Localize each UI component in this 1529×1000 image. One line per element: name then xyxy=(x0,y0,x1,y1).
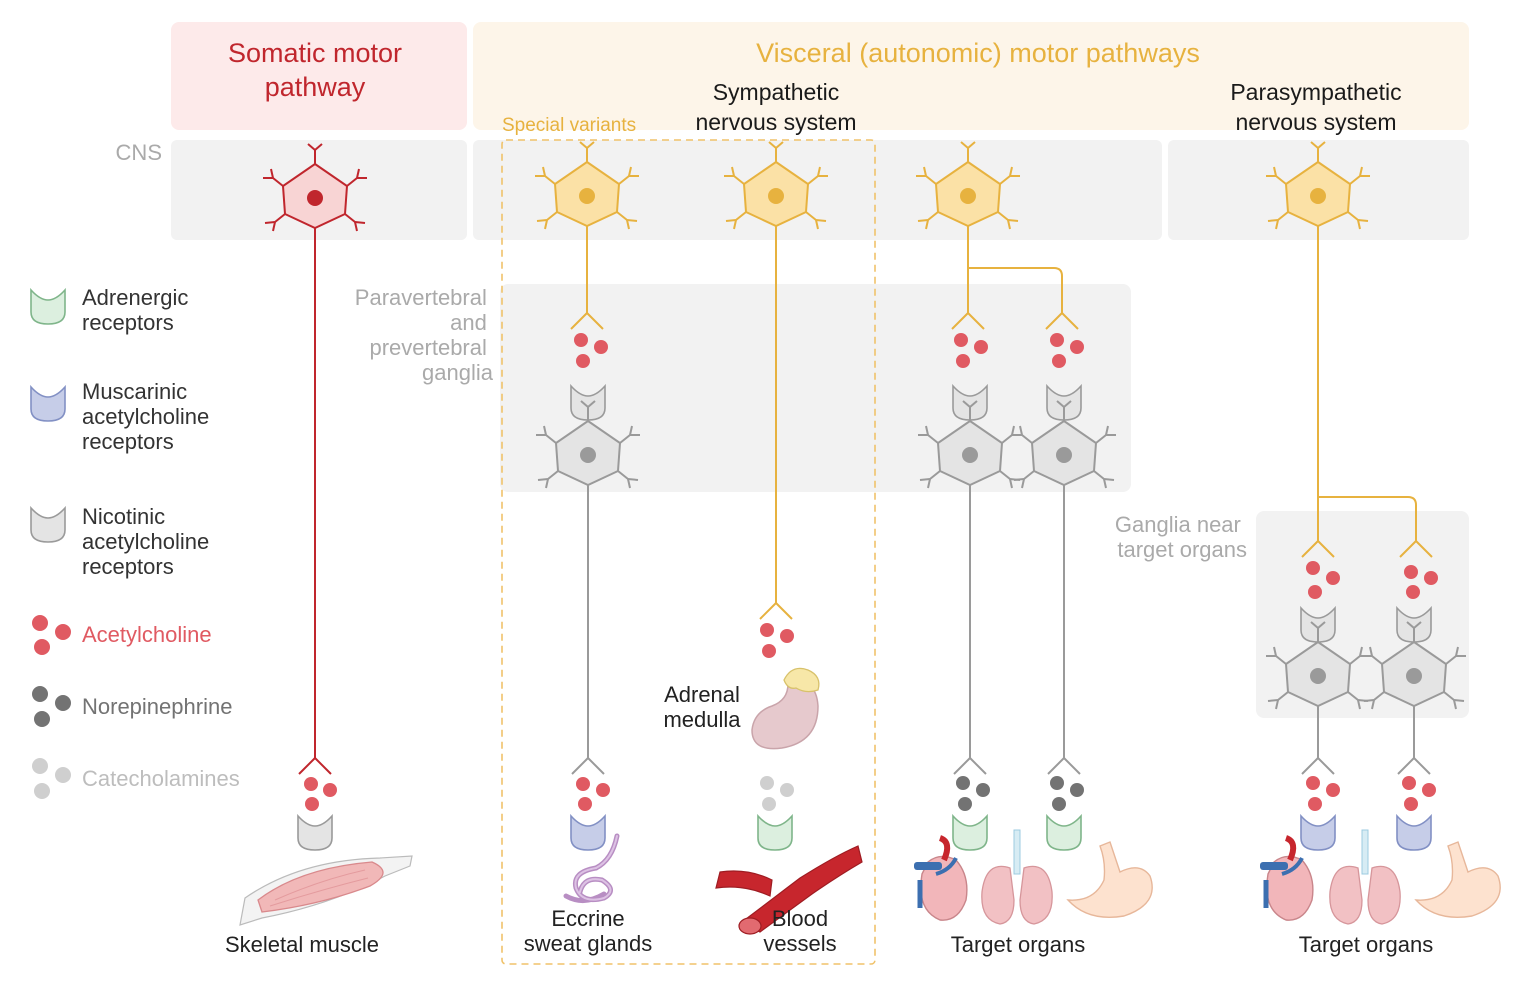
paravertebral-label-2: and xyxy=(450,310,487,335)
sympathetic-title-line1: Sympathetic xyxy=(713,79,840,105)
preganglionic-neuron-eccrine xyxy=(534,141,640,230)
adrenal-label-1: Adrenal xyxy=(664,682,740,707)
stomach-icon-parasympathetic xyxy=(1414,841,1501,918)
skeletal-muscle-label: Skeletal muscle xyxy=(225,932,379,957)
svg-text:Ganglia near target organs: Ganglia near target organs xyxy=(1115,512,1247,562)
paravertebral-label-3: prevertebral xyxy=(369,335,486,360)
preganglionic-neuron-sympathetic xyxy=(915,141,1021,230)
eccrine-label-2: sweat glands xyxy=(524,931,652,956)
legend-catecholamines: Catecholamines xyxy=(82,766,240,791)
nicotinic-receptor-icon xyxy=(30,507,66,543)
legend-nicotinic-1: Nicotinic xyxy=(82,504,165,529)
ganglion-neuron-parasympathetic-2 xyxy=(1361,621,1467,710)
somatic-nicotinic-receptor xyxy=(297,815,333,851)
adrenal-pathway: Adrenal medulla Blood vessels xyxy=(663,141,863,956)
svg-text:Paravertebral and prev: Paravertebral and prevertebral ganglia xyxy=(355,285,494,385)
ganglion-neuron-sympathetic-2 xyxy=(1011,400,1117,489)
lungs-icon-sympathetic xyxy=(981,829,1053,925)
somatic-title-line2: pathway xyxy=(265,72,366,102)
somatic-motor-neuron xyxy=(262,143,368,232)
stomach-icon-sympathetic xyxy=(1066,841,1153,918)
muscarinic-receptor-icon xyxy=(30,386,66,422)
blood-vessels-label-1: Blood xyxy=(772,906,828,931)
ganglion-neuron-eccrine xyxy=(535,400,641,489)
adrenergic-receptor-icon xyxy=(30,289,66,325)
visceral-title: Visceral (autonomic) motor pathways xyxy=(756,38,1200,68)
legend-muscarinic-2: acetylcholine xyxy=(82,404,209,429)
ganglion-neuron-sympathetic-1 xyxy=(917,400,1023,489)
heart-icon-sympathetic xyxy=(914,835,968,921)
somatic-title-line1: Somatic motor xyxy=(228,38,402,68)
preganglionic-neuron-parasympathetic xyxy=(1265,141,1371,230)
target-organs-label-parasympathetic: Target organs xyxy=(1299,932,1434,957)
adrenal-medulla-icon xyxy=(751,667,820,750)
special-variants-label: Special variants xyxy=(502,115,636,136)
ganglia-near-label-1: Ganglia near xyxy=(1115,512,1241,537)
catecholamines-icon xyxy=(32,758,71,799)
parasympathetic-pathway: Target organs xyxy=(1260,141,1501,957)
parasympathetic-title-line2: nervous system xyxy=(1235,109,1396,135)
sympathetic-title-line2: nervous system xyxy=(695,109,856,135)
blood-vessel-icon xyxy=(715,845,863,935)
legend-acetylcholine: Acetylcholine xyxy=(82,622,212,647)
adrenal-label-2: medulla xyxy=(663,707,741,732)
eccrine-label-1: Eccrine xyxy=(551,906,624,931)
heart-icon-parasympathetic xyxy=(1260,835,1314,921)
cns-label: CNS xyxy=(116,140,162,165)
legend-nicotinic-3: receptors xyxy=(82,554,174,579)
paravertebral-label-1: Paravertebral xyxy=(355,285,487,310)
lungs-icon-parasympathetic xyxy=(1329,829,1401,925)
sympathetic-pathway: Target organs xyxy=(914,141,1153,957)
paravertebral-label-4: ganglia xyxy=(422,360,494,385)
skeletal-muscle-icon xyxy=(239,855,413,926)
legend: Adrenergic receptors Muscarinic acetylchol… xyxy=(30,285,240,799)
special-variants-box xyxy=(501,139,876,965)
blood-vessels-label-2: vessels xyxy=(763,931,836,956)
ganglia-near-label-2: target organs xyxy=(1117,537,1247,562)
legend-muscarinic-3: receptors xyxy=(82,429,174,454)
preganglionic-neuron-adrenal xyxy=(723,141,829,230)
ganglion-neuron-parasympathetic-1 xyxy=(1265,621,1371,710)
target-organs-label-sympathetic: Target organs xyxy=(951,932,1086,957)
legend-adrenergic-1: Adrenergic xyxy=(82,285,188,310)
legend-nicotinic-2: acetylcholine xyxy=(82,529,209,554)
legend-muscarinic-1: Muscarinic xyxy=(82,379,187,404)
norepinephrine-icon xyxy=(32,686,71,727)
acetylcholine-icon xyxy=(32,615,71,655)
legend-adrenergic-2: receptors xyxy=(82,310,174,335)
somatic-header-box xyxy=(171,22,467,130)
visceral-header-box xyxy=(473,22,1469,130)
somatic-pathway: Skeletal muscle xyxy=(225,143,413,957)
legend-norepinephrine: Norepinephrine xyxy=(82,694,232,719)
parasympathetic-title-line1: Parasympathetic xyxy=(1230,79,1401,105)
eccrine-pathway: Eccrine sweat glands xyxy=(524,141,652,956)
